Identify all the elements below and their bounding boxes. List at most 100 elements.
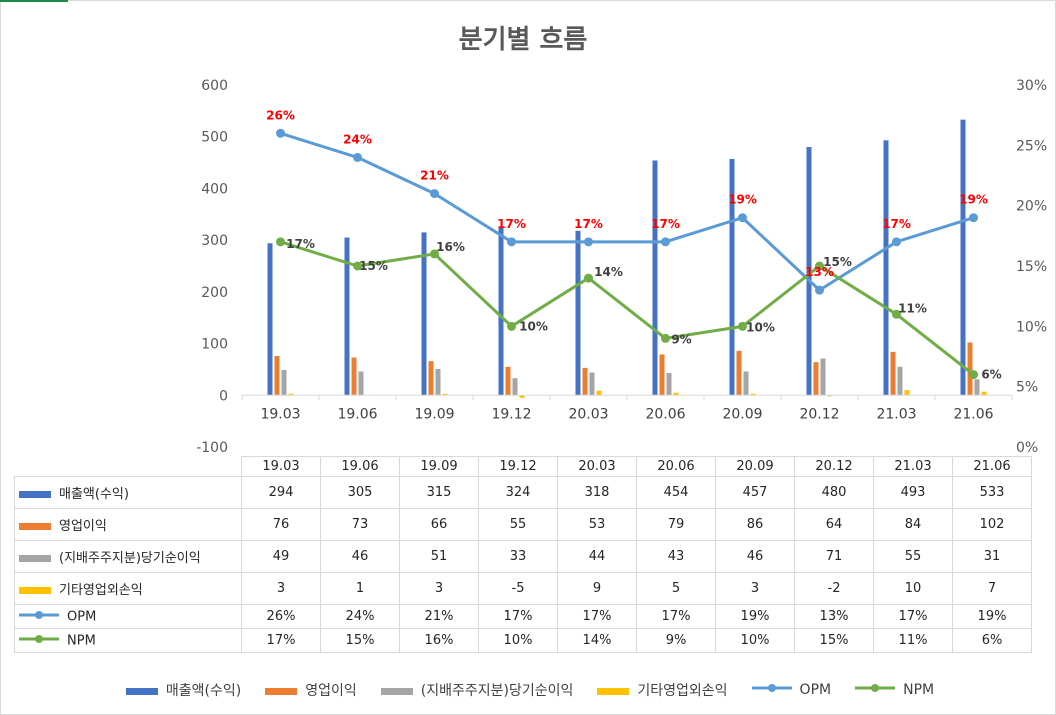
series-name: 기타영업외손익 <box>59 583 143 598</box>
table-header-cell: 21.06 <box>952 456 1032 477</box>
table-cell: 318 <box>557 476 637 509</box>
top-accent-line <box>0 0 68 2</box>
x-tick-label: 20.09 <box>722 406 762 422</box>
legend-key-(지배주주지분)당기순이익 <box>19 555 51 562</box>
bar-기타영업외손익-20.12 <box>827 395 833 397</box>
y-left-tick-label: 300 <box>201 233 228 249</box>
npm-data-label: 15% <box>359 259 388 273</box>
table-header-cell: 19.12 <box>478 456 558 477</box>
legend-label: 영업이익 <box>305 683 357 699</box>
table-header-cell: 21.03 <box>873 456 953 477</box>
bar-(지배주주지분)당기순이익-20.06 <box>666 373 672 396</box>
y-axis-left: -100 0 100 200 300 400 500 600 <box>196 78 228 456</box>
bar-기타영업외손익-19.03 <box>288 393 294 396</box>
npm-data-label: 16% <box>436 240 465 254</box>
table-row: OPM 26% 24% 21% 17% 17% 17% 19% 13% 17% 19% <box>14 604 1032 629</box>
legend-item: 기타영업외손익 <box>593 680 728 700</box>
bar-(지배주주지분)당기순이익-19.12 <box>512 378 518 396</box>
y-left-tick-label: -100 <box>196 440 228 456</box>
x-tick-label: 19.12 <box>491 406 531 422</box>
marker-OPM-21.06 <box>969 213 978 223</box>
table-cell: 76 <box>241 508 321 541</box>
table-cell: 24% <box>320 604 400 629</box>
table-cell: 9 <box>557 572 637 605</box>
table-cell: 46 <box>320 540 400 573</box>
bar-기타영업외손익-20.09 <box>750 393 756 396</box>
y-axis-right: 0% 5% 10% 15% 20% 25% 30% <box>1016 78 1047 456</box>
bar-(지배주주지분)당기순이익-20.03 <box>589 372 595 396</box>
table-cell: 84 <box>873 508 953 541</box>
x-tick-label: 20.06 <box>645 406 685 422</box>
table-cell: 31 <box>952 540 1032 573</box>
table-cell: 533 <box>952 476 1032 509</box>
marker-OPM-20.09 <box>738 213 747 223</box>
chart-title: 분기별 흐름 <box>459 25 588 55</box>
table-header-cell: 20.09 <box>715 456 795 477</box>
table-cell: 16% <box>399 628 479 653</box>
data-labels: 26% 24% 21% 17% 17% 17% 19% 13% 17% 19% 17% 15% 16% 1… <box>266 108 1002 381</box>
npm-data-label: 17% <box>286 237 315 251</box>
marker-OPM-19.12 <box>507 237 516 247</box>
y-right-tick-label: 30% <box>1016 78 1047 94</box>
table-cell: 305 <box>320 476 400 509</box>
table-cell: 13% <box>794 604 874 629</box>
marker-NPM-20.12 <box>815 261 824 271</box>
y-right-tick-label: 25% <box>1016 138 1047 154</box>
legend-label: (지배주주지분)당기순이익 <box>420 683 574 699</box>
opm-data-label: 13% <box>805 265 834 279</box>
npm-data-label: 15% <box>823 255 852 269</box>
table-cell: 14% <box>557 628 637 653</box>
table-cell: 15% <box>320 628 400 653</box>
marker-NPM-19.03 <box>276 237 285 247</box>
bar-기타영업외손익-21.03 <box>904 390 910 396</box>
opm-data-label: 17% <box>882 217 911 231</box>
marker-NPM-20.06 <box>661 333 670 343</box>
bar-매출액(수익)-20.03 <box>575 230 581 396</box>
table-row-label: 영업이익 <box>14 508 242 541</box>
table-cell: 457 <box>715 476 795 509</box>
table-cell: 10 <box>873 572 953 605</box>
table-cell: 44 <box>557 540 637 573</box>
bar-영업이익-20.06 <box>659 354 665 396</box>
legend-label: 매출액(수익) <box>165 683 242 699</box>
legend-item: NPM <box>851 682 934 698</box>
table-header-cell: 19.03 <box>241 456 321 477</box>
bar-기타영업외손익-19.12 <box>519 395 525 398</box>
bar-영업이익-19.12 <box>505 366 511 396</box>
legend-key-OPM <box>19 609 59 625</box>
table-row-label: OPM <box>14 604 242 629</box>
bar-매출액(수익)-20.06 <box>652 160 658 396</box>
table-header-cell: 20.12 <box>794 456 874 477</box>
table-cell: 480 <box>794 476 874 509</box>
bar-매출액(수익)-20.09 <box>729 158 735 396</box>
table-cell: 294 <box>241 476 321 509</box>
table-cell: 64 <box>794 508 874 541</box>
x-tick-label: 19.09 <box>414 406 454 422</box>
marker-NPM-20.09 <box>738 321 747 331</box>
table-cell: 5 <box>636 572 716 605</box>
bar-기타영업외손익-20.03 <box>596 390 602 396</box>
table-row: 기타영업외손익 3 1 3 -5 9 5 3 -2 10 7 <box>14 572 1032 605</box>
table-row: NPM 17% 15% 16% 10% 14% 9% 10% 15% 11% 6% <box>14 628 1032 653</box>
table-row: 매출액(수익) 294 305 315 324 318 454 457 480 493 533 <box>14 476 1032 509</box>
x-axis: 19.03 19.06 19.09 19.12 20.03 20.06 20.09 20.12… <box>241 394 1013 422</box>
table-cell: 17% <box>636 604 716 629</box>
marker-OPM-19.09 <box>430 189 439 199</box>
table-cell: 3 <box>715 572 795 605</box>
y-right-tick-label: 5% <box>1016 380 1038 396</box>
marker-NPM-19.09 <box>430 249 439 259</box>
bar-기타영업외손익-20.06 <box>673 392 679 396</box>
x-tick-label: 20.03 <box>568 406 608 422</box>
legend-item: (지배주주지분)당기순이익 <box>377 680 574 700</box>
legend-item: OPM <box>748 682 831 698</box>
npm-data-label: 10% <box>746 320 775 334</box>
table-cell: 51 <box>399 540 479 573</box>
x-tick-label: 21.03 <box>876 406 916 422</box>
legend-key-매출액(수익) <box>125 687 158 695</box>
y-right-tick-label: 15% <box>1016 259 1047 275</box>
data-table: 19.03 19.06 19.09 19.12 20.03 20.06 20.09 20.12… <box>14 456 1032 653</box>
marker-NPM-21.03 <box>892 309 901 319</box>
bar-영업이익-19.06 <box>351 357 357 396</box>
table-row-label: 기타영업외손익 <box>14 572 242 605</box>
line-series <box>276 128 978 380</box>
